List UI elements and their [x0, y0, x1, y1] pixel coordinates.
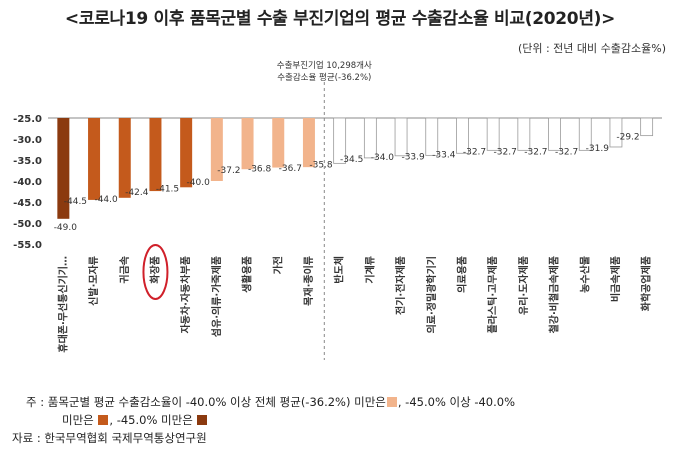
value-label: -32.7 [524, 147, 547, 157]
value-label: -36.8 [248, 165, 272, 175]
value-label: -34.5 [340, 155, 363, 165]
bar [456, 117, 469, 154]
bar [241, 118, 254, 170]
category-label: 철강·비철금속제품 [548, 256, 561, 333]
value-label: -32.7 [555, 147, 578, 157]
chart-title: <코로나19 이후 품목군별 수출 부진기업의 평균 수출감소율 비교(2020… [64, 9, 616, 29]
y-tick-label: -30.0 [13, 135, 42, 146]
bar [180, 118, 193, 188]
bar [425, 117, 439, 156]
category-label: 플라스틱·고무제품 [486, 256, 499, 333]
value-label: -32.7 [463, 147, 486, 157]
category-label: 반도체 [333, 256, 346, 284]
bar [149, 118, 162, 192]
note-text-2a: 미만은 [62, 413, 94, 427]
reference-label-line-2: 수출감소율 평균(-36.2%) [277, 72, 371, 83]
y-tick-label: -40.0 [13, 177, 42, 188]
bar [578, 117, 592, 151]
bar [548, 117, 561, 151]
value-label: -42.4 [125, 188, 149, 198]
category-label: 자동차·자동차부품 [179, 256, 192, 333]
value-label: -31.9 [586, 144, 610, 154]
bar [302, 118, 315, 168]
bar [640, 117, 654, 137]
legend-swatch-light [386, 397, 397, 407]
bar [118, 118, 131, 198]
y-tick-label: -55.0 [13, 240, 42, 251]
note-line-1: 주 : 품목군별 평균 수출감소율이 -40.0% 이상 전체 평균(-36.2… [26, 394, 515, 410]
bar [210, 118, 223, 181]
note-text-2b: , -45.0% 미만은 [109, 413, 193, 427]
highlight-circle [142, 244, 169, 300]
category-label: 전기·전자제품 [394, 256, 407, 315]
category-label: 의료용품 [455, 256, 468, 293]
y-tick-label: -45.0 [13, 198, 42, 209]
value-label: -36.7 [279, 164, 302, 174]
reference-label-line-1: 수출부진기업 10,298개사 [277, 60, 372, 71]
category-label: 유리·도자제품 [517, 256, 530, 315]
category-label: 기계류 [363, 256, 376, 284]
note-line-2: 미만은 , -45.0% 미만은 [62, 412, 208, 428]
bar [486, 117, 500, 151]
category-label: 가전 [271, 256, 284, 274]
category-label: 농수산물 [578, 256, 591, 293]
value-label: -44.5 [64, 197, 87, 207]
value-label: -37.2 [217, 166, 240, 176]
category-label: 비금속제품 [609, 256, 622, 302]
category-label: 생활용품 [241, 256, 254, 293]
bar [57, 118, 70, 219]
note-text-1-tail: , -45.0% 이상 -40.0% [397, 395, 516, 409]
value-label: -34.0 [371, 153, 395, 163]
bar [88, 118, 101, 200]
value-label: -29.2 [616, 133, 639, 143]
bar [517, 117, 531, 151]
value-label: -35.8 [309, 160, 333, 170]
y-tick-label: -25.0 [13, 114, 42, 125]
bars-layer [57, 117, 654, 219]
category-label: 의료·정밀광학기기 [425, 256, 438, 333]
source-note: 자료 : 한국무역협회 국제무역통상연구원 [12, 431, 207, 445]
category-label: 휴대폰·무선통신기기… [56, 256, 69, 353]
bar [363, 117, 377, 159]
labels-layer: -49.0 휴대폰·무선통신기기… -44.5 신발·모자류 -44.0 귀금속 -42.4… [54, 60, 653, 360]
y-tick-label: -35.0 [13, 156, 42, 167]
value-label: -44.0 [94, 195, 118, 205]
bar [609, 117, 623, 148]
value-label: -33.4 [432, 150, 456, 160]
y-tick-label: -50.0 [13, 219, 42, 230]
legend-swatch-medium [98, 415, 109, 425]
category-label: 화장품 [148, 256, 161, 284]
value-label: -49.0 [54, 223, 78, 233]
category-label: 섬유·의류·가죽제품 [210, 256, 223, 337]
legend-swatch-dark [197, 415, 208, 425]
category-label: 귀금속 [118, 256, 131, 284]
category-label: 신발·모자류 [87, 256, 100, 306]
category-label: 목재·종이류 [302, 256, 315, 306]
value-label: -40.0 [187, 178, 211, 188]
value-label: -32.7 [494, 147, 517, 157]
unit-note: (단위 : 전년 대비 수출감소율%) [517, 42, 666, 55]
category-label: 화학공업제품 [640, 256, 653, 311]
bar [272, 118, 285, 168]
bar [333, 117, 347, 164]
note-text-1: 주 : 품목군별 평균 수출감소율이 -40.0% 이상 전체 평균(-36.2… [26, 395, 386, 409]
bar [394, 117, 408, 157]
value-label: -41.5 [156, 184, 179, 194]
value-label: -33.9 [401, 152, 425, 162]
